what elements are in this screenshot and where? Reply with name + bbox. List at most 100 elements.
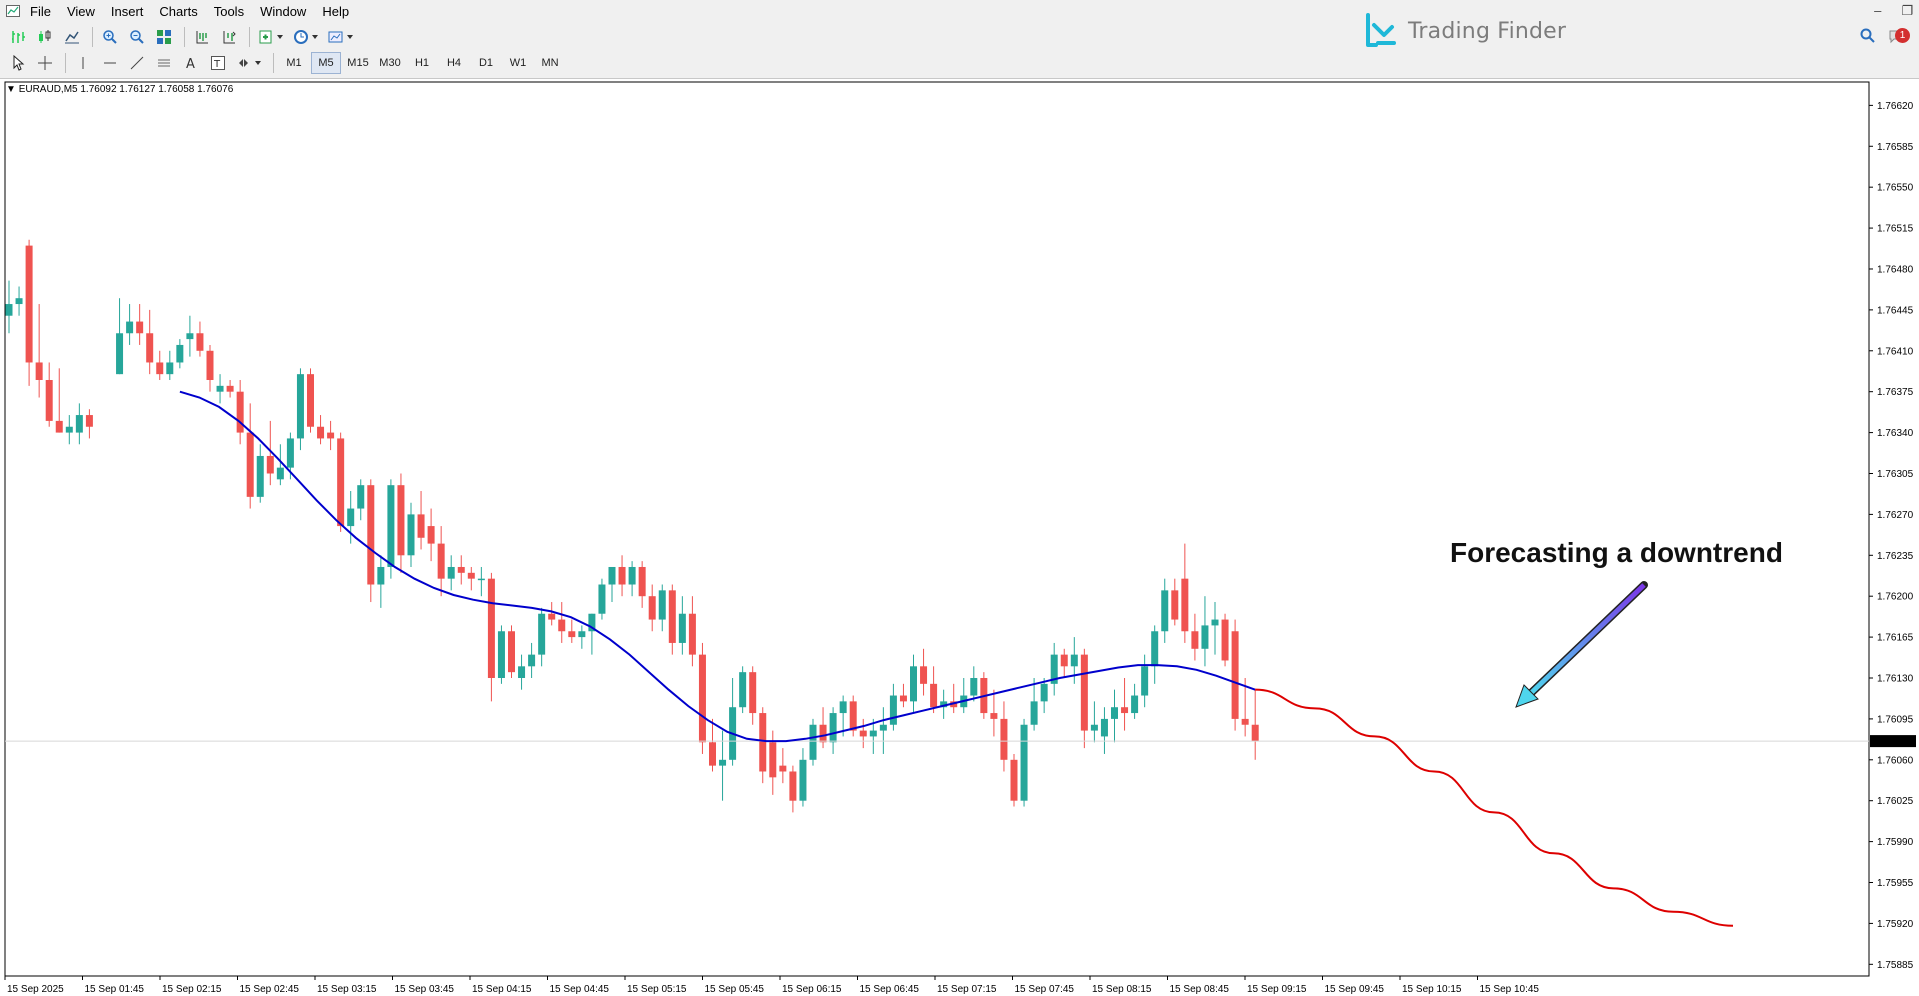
price-label: 1.76165 (1877, 633, 1914, 644)
zoom-out-icon[interactable] (125, 25, 149, 49)
candle-body (588, 613, 596, 632)
candle-body (367, 485, 375, 585)
moving-average-line (179, 390, 1256, 743)
timeframe-h4[interactable]: H4 (446, 57, 462, 69)
candle-body (286, 438, 294, 468)
time-label: 15 Sep 07:45 (1015, 984, 1075, 995)
notification-badge[interactable]: 1 (1895, 28, 1910, 43)
tile-windows-icon[interactable] (152, 25, 176, 49)
candle-body (206, 350, 214, 380)
timeframe-d1[interactable]: D1 (478, 57, 494, 69)
timeframe-m1[interactable]: M1 (286, 57, 302, 69)
candle-body (1060, 654, 1068, 667)
candle-body (397, 485, 405, 556)
crosshair-icon[interactable] (33, 51, 57, 75)
candle-body (1221, 619, 1229, 661)
menu-view[interactable]: View (66, 4, 95, 19)
candle-body (688, 613, 696, 655)
candle-body (1251, 724, 1259, 742)
candle-body (769, 742, 777, 778)
search-icon[interactable] (1860, 28, 1876, 44)
candle-body (1030, 701, 1038, 725)
price-label: 1.76445 (1877, 305, 1914, 316)
candle-body (236, 391, 244, 433)
chart-area[interactable]: 1.76620 1.76585 1.76550 1.76515 1.76480 1.764… (3, 80, 1919, 996)
candle-body (658, 590, 666, 620)
price-label: 1.76375 (1877, 387, 1914, 398)
candle-body (990, 713, 998, 719)
standard-toolbar (0, 24, 1919, 50)
chart-window-icon[interactable] (6, 5, 20, 17)
menu-insert[interactable]: Insert (110, 4, 144, 19)
timeframe-m5[interactable]: M5 (311, 52, 341, 74)
horizontal-line-icon[interactable] (98, 51, 122, 75)
menu-tools[interactable]: Tools (213, 4, 245, 19)
candle-body (528, 654, 536, 667)
candle-body (246, 432, 254, 497)
candle-body (216, 385, 224, 392)
candle-body (668, 590, 676, 643)
candle-body (678, 613, 686, 643)
candle-body (799, 759, 807, 801)
candle-body (1050, 654, 1058, 684)
candle-body (910, 666, 917, 702)
candle-body (648, 596, 656, 620)
candle-body (889, 695, 897, 725)
timeframe-m15[interactable]: M15 (347, 57, 369, 69)
candle-body (35, 362, 43, 380)
menu-help[interactable]: Help (322, 4, 350, 19)
timeframe-mn[interactable]: MN (541, 57, 559, 69)
candle-body (719, 759, 727, 766)
candle-body (55, 420, 63, 433)
candle-body (427, 526, 435, 544)
candle-body (598, 584, 606, 614)
menu-charts[interactable]: Charts (159, 4, 198, 19)
candle-body (819, 724, 827, 743)
candle-body (116, 333, 124, 375)
time-label: 15 Sep 09:45 (1325, 984, 1385, 995)
cursor-arrow-icon[interactable] (6, 51, 30, 75)
price-label: 1.76095 (1877, 714, 1914, 725)
arrows-icon[interactable] (233, 51, 265, 75)
candle-body (508, 631, 515, 673)
trendline-icon[interactable] (125, 51, 149, 75)
candle-body (628, 566, 636, 585)
candle-body (879, 724, 887, 731)
text-label-icon[interactable]: T (206, 51, 230, 75)
line-studies-toolbar: A T M1 M5 M15 M30 H1 H4 D1 W1 MN (0, 50, 1919, 79)
timeframe-m30[interactable]: M30 (379, 57, 401, 69)
bar-chart-icon[interactable] (6, 25, 30, 49)
candle-body (518, 666, 526, 678)
text-icon[interactable]: A (179, 51, 203, 75)
symbol-dropdown-icon[interactable]: ▼ (6, 84, 16, 95)
vertical-line-icon[interactable] (71, 51, 95, 75)
periods-clock-icon[interactable] (290, 25, 322, 49)
candle-body (899, 695, 907, 702)
price-label: 1.76585 (1877, 142, 1914, 153)
candlestick-chart[interactable]: 1.76620 1.76585 1.76550 1.76515 1.76480 1.764… (3, 80, 1919, 996)
chart-shift-icon[interactable] (190, 25, 214, 49)
candle-body (1000, 718, 1008, 760)
candle-body (307, 374, 314, 427)
autoscroll-icon[interactable] (217, 25, 241, 49)
templates-icon[interactable] (325, 25, 357, 49)
annotation-arrow (1515, 581, 1648, 708)
equidistant-channel-icon[interactable] (152, 51, 176, 75)
restore-button[interactable]: ❐ (1901, 3, 1913, 18)
line-chart-icon[interactable] (60, 25, 84, 49)
candle-body (45, 380, 53, 421)
menu-file[interactable]: File (30, 4, 51, 19)
timeframe-h1[interactable]: H1 (414, 57, 430, 69)
minimize-button[interactable]: – (1874, 3, 1882, 18)
forecast-line (1255, 688, 1734, 927)
timeframe-w1[interactable]: W1 (509, 57, 527, 69)
candle-body (1191, 631, 1199, 649)
time-label: 15 Sep 07:15 (937, 984, 997, 995)
price-label: 1.76235 (1877, 551, 1914, 562)
indicators-icon[interactable] (255, 25, 287, 49)
menu-list: File View Insert Charts Tools Window Help (22, 0, 357, 24)
zoom-in-icon[interactable] (98, 25, 122, 49)
price-label: 1.76515 (1877, 224, 1914, 235)
menu-window[interactable]: Window (260, 4, 307, 19)
candlestick-icon[interactable] (33, 25, 57, 49)
